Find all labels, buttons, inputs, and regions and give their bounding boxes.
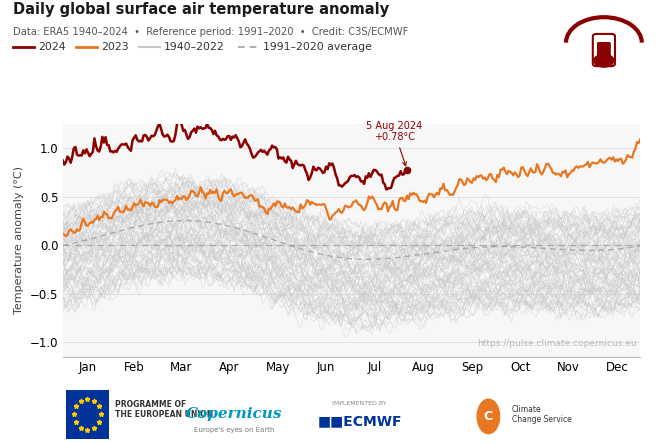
FancyBboxPatch shape (597, 42, 611, 62)
Text: 2024: 2024 (38, 42, 66, 51)
Text: Climate
Change Service: Climate Change Service (512, 404, 572, 424)
Text: ■■ECMWF: ■■ECMWF (317, 415, 402, 429)
Text: 1991–2020 average: 1991–2020 average (263, 42, 372, 51)
Text: 2023: 2023 (101, 42, 129, 51)
Text: https://pulse.climate.copernicus.eu: https://pulse.climate.copernicus.eu (477, 339, 637, 348)
Text: IMPLEMENTED BY: IMPLEMENTED BY (333, 400, 387, 406)
Point (402, 166, 412, 173)
Text: Daily global surface air temperature anomaly: Daily global surface air temperature ano… (13, 2, 389, 17)
Text: C: C (484, 410, 493, 423)
Text: Data: ERA5 1940–2024  •  Reference period: 1991–2020  •  Credit: C3S/ECMWF: Data: ERA5 1940–2024 • Reference period:… (13, 27, 409, 37)
Text: Copernicus: Copernicus (186, 407, 282, 421)
Y-axis label: Temperature anomaly (°C): Temperature anomaly (°C) (15, 166, 24, 315)
Text: PROGRAMME OF
THE EUROPEAN UNION: PROGRAMME OF THE EUROPEAN UNION (115, 400, 214, 420)
FancyBboxPatch shape (66, 390, 109, 439)
Text: 1940–2022: 1940–2022 (164, 42, 224, 51)
Text: 5 Aug 2024
+0.78°C: 5 Aug 2024 +0.78°C (366, 121, 422, 166)
Circle shape (477, 399, 500, 434)
Text: Europe's eyes on Earth: Europe's eyes on Earth (194, 427, 275, 433)
Circle shape (593, 54, 614, 68)
FancyBboxPatch shape (593, 34, 615, 66)
